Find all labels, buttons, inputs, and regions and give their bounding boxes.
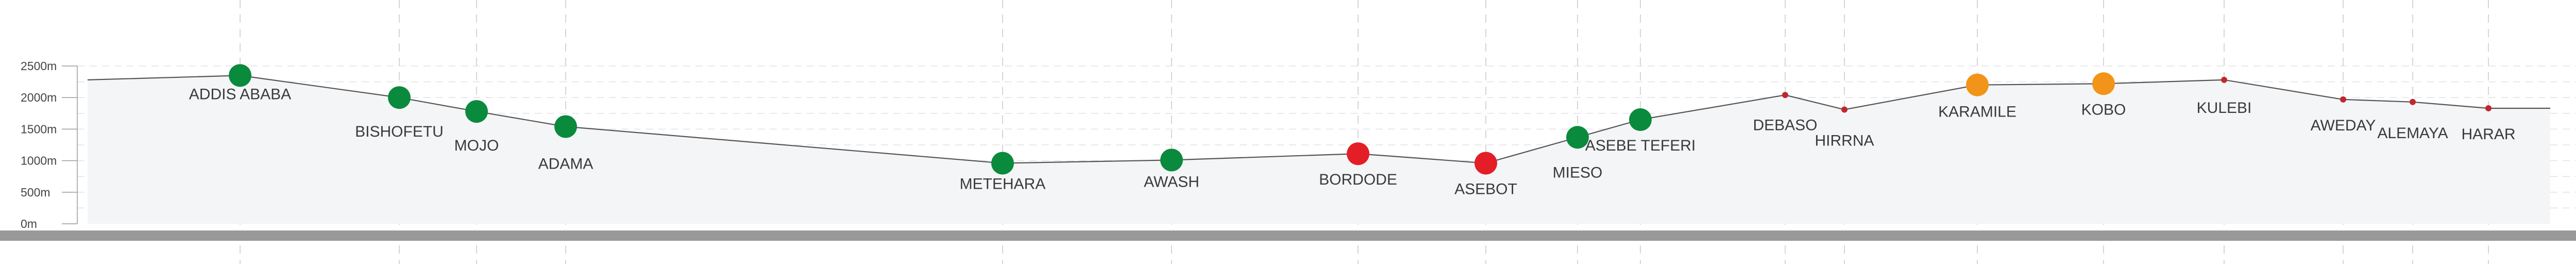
station-marker (388, 86, 411, 109)
station-label: HIRRNA (1815, 132, 1874, 149)
y-axis: 2500m 2000m 1500m 1000m 500m 0m (21, 59, 78, 230)
station-label: MIESO (1553, 164, 1603, 181)
station-label: ADAMA (538, 156, 594, 173)
station-marker (1566, 126, 1589, 149)
station-label: METEHARA (960, 175, 1046, 192)
y-tick-label: 2500m (21, 59, 57, 73)
station-label: ASEBE TEFERI (1585, 137, 1696, 154)
station-label: AWASH (1144, 173, 1199, 190)
station-label: KOBO (2081, 101, 2126, 118)
y-tick-label: 500m (21, 186, 50, 199)
ground-bar (0, 230, 2576, 241)
station-marker (229, 64, 251, 87)
station-marker (1966, 73, 1989, 96)
station-label: AWEDAY (2311, 117, 2376, 134)
station-labels: ADDIS ABABA BISHOFETU MOJO ADAMA METEHARA AWA… (189, 86, 2516, 197)
station-marker (991, 152, 1014, 175)
station-label: KARAMILE (1938, 104, 2016, 121)
y-tick-label: 1500m (21, 122, 57, 136)
y-tick-label: 2000m (21, 91, 57, 104)
station-marker (2221, 76, 2227, 83)
station-marker (2340, 96, 2346, 103)
station-label: ASEBOT (1454, 180, 1517, 197)
y-tick-label: 0m (21, 217, 37, 230)
station-marker (2410, 98, 2416, 105)
station-label: BISHOFETU (355, 123, 444, 140)
station-marker (2092, 72, 2115, 95)
station-label: KULEBI (2197, 100, 2252, 117)
station-marker (554, 115, 577, 138)
station-marker (1841, 106, 1848, 113)
station-marker (1347, 142, 1369, 166)
profile-area (87, 75, 2550, 224)
station-markers (229, 64, 2492, 175)
station-label: MOJO (454, 137, 499, 154)
station-marker (465, 100, 488, 123)
y-tick-label: 1000m (21, 154, 57, 168)
station-marker (2485, 105, 2492, 112)
station-marker (1782, 92, 1788, 98)
station-label: BORDODE (1319, 171, 1397, 188)
station-marker (1160, 148, 1183, 172)
station-marker (1629, 108, 1652, 131)
station-marker (1475, 152, 1497, 175)
station-label: ADDIS ABABA (189, 86, 291, 103)
profile-fill (88, 75, 2550, 224)
station-label: ALEMAYA (2377, 125, 2448, 142)
profile-line (87, 75, 2550, 164)
station-label: HARAR (2461, 126, 2515, 143)
station-label: DEBASO (1753, 117, 1817, 134)
